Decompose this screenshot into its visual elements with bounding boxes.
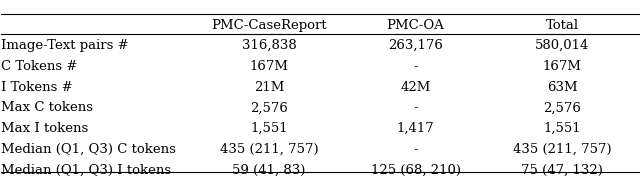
Text: 21M: 21M [254, 81, 284, 94]
Text: 75 (47, 132): 75 (47, 132) [521, 163, 603, 176]
Text: Median (Q1, Q3) I tokens: Median (Q1, Q3) I tokens [1, 163, 172, 176]
Text: 59 (41, 83): 59 (41, 83) [232, 163, 306, 176]
Text: Image-Text pairs #: Image-Text pairs # [1, 39, 129, 52]
Text: Median (Q1, Q3) C tokens: Median (Q1, Q3) C tokens [1, 143, 176, 156]
Text: 125 (68, 210): 125 (68, 210) [371, 163, 461, 176]
Text: PMC-CaseReport: PMC-CaseReport [211, 19, 327, 31]
Text: Max C tokens: Max C tokens [1, 101, 93, 114]
Text: 63M: 63M [547, 81, 577, 94]
Text: 1,551: 1,551 [543, 122, 581, 135]
Text: Total: Total [545, 19, 579, 31]
Text: -: - [413, 60, 418, 73]
Text: PMC-OA: PMC-OA [387, 19, 445, 31]
Text: 1,551: 1,551 [250, 122, 288, 135]
Text: 580,014: 580,014 [535, 39, 589, 52]
Text: 435 (211, 757): 435 (211, 757) [513, 143, 611, 156]
Text: 2,576: 2,576 [543, 101, 581, 114]
Text: 167M: 167M [543, 60, 582, 73]
Text: 435 (211, 757): 435 (211, 757) [220, 143, 318, 156]
Text: -: - [413, 101, 418, 114]
Text: C Tokens #: C Tokens # [1, 60, 78, 73]
Text: 1,417: 1,417 [397, 122, 435, 135]
Text: 167M: 167M [250, 60, 289, 73]
Text: 263,176: 263,176 [388, 39, 443, 52]
Text: 2,576: 2,576 [250, 101, 288, 114]
Text: Max I tokens: Max I tokens [1, 122, 88, 135]
Text: -: - [413, 143, 418, 156]
Text: 316,838: 316,838 [242, 39, 296, 52]
Text: I Tokens #: I Tokens # [1, 81, 73, 94]
Text: 42M: 42M [401, 81, 431, 94]
